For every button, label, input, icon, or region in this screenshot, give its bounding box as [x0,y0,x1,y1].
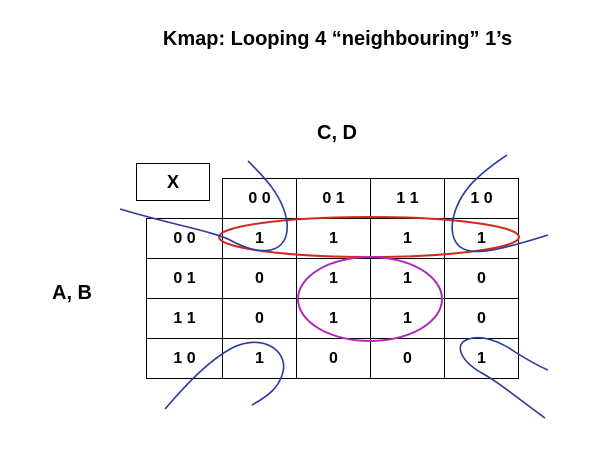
column-variable-label: C, D [317,122,357,144]
row-header: 0 1 [146,258,223,299]
row-header: 1 0 [146,338,223,379]
kmap-cell: 1 [370,218,445,259]
kmap-cell: 0 [444,298,519,339]
row-header: 1 1 [146,298,223,339]
kmap-cell: 1 [222,338,297,379]
kmap-cell: 0 [222,298,297,339]
row-header: 0 0 [146,218,223,259]
kmap-cell: 0 [444,258,519,299]
kmap-cell: 1 [296,258,371,299]
kmap-cell: 0 [296,338,371,379]
kmap-cell: 0 [222,258,297,299]
kmap-cell: 1 [370,298,445,339]
kmap-cell: 1 [222,218,297,259]
diagram-title: Kmap: Looping 4 “neighbouring” 1’s [162,28,513,50]
column-header: 1 1 [370,178,445,219]
row-variable-label: A, B [52,282,92,304]
kmap-cell: 1 [370,258,445,299]
corner-label: X [136,163,210,201]
kmap-cell: 1 [296,218,371,259]
column-header: 0 0 [222,178,297,219]
kmap-cell: 1 [296,298,371,339]
kmap-cell: 0 [370,338,445,379]
column-header: 1 0 [444,178,519,219]
column-header: 0 1 [296,178,371,219]
kmap-cell: 1 [444,218,519,259]
kmap-cell: 1 [444,338,519,379]
